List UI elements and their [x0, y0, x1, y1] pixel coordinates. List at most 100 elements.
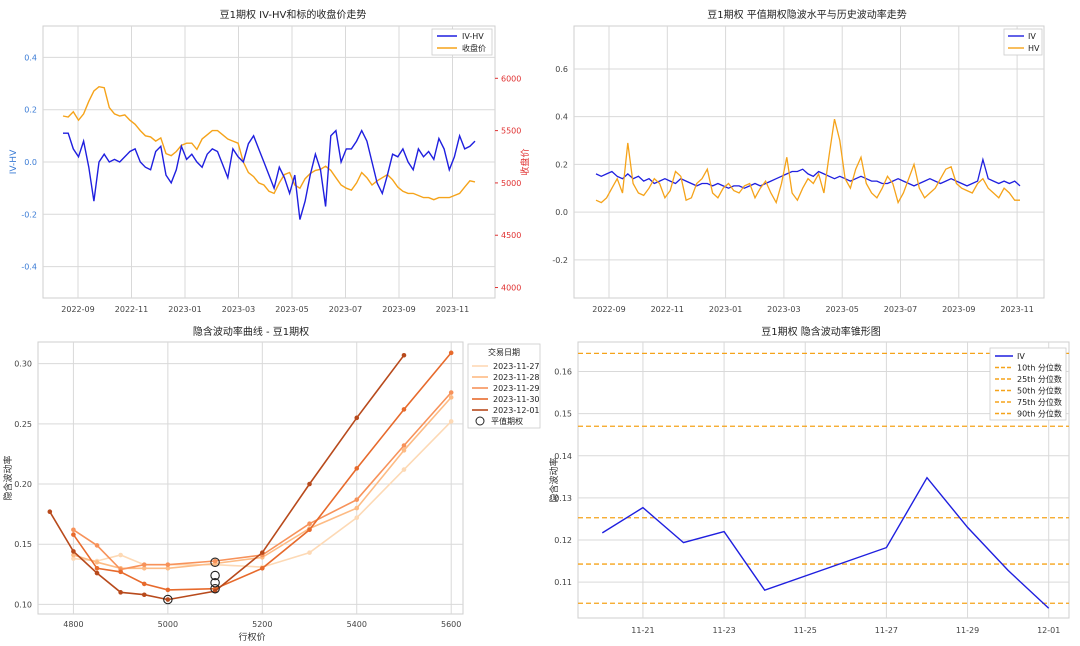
chart4-iv-line	[601, 476, 1050, 609]
chart3-point	[94, 543, 100, 548]
chart2-x-tick: 2023-09	[942, 305, 975, 314]
chart2-title: 豆1期权 平值期权隐波水平与历史波动率走势	[707, 8, 907, 21]
chart1-right-tick: 4000	[501, 284, 521, 293]
chart1-title: 豆1期权 IV-HV和标的收盘价走势	[220, 8, 367, 21]
chart2-x-tick: 2022-09	[592, 305, 625, 314]
chart4-y-ticks: 0.11 0.12 0.13 0.14 0.15 0.16	[554, 367, 572, 587]
chart3-legend-item: 2023-11-29	[493, 384, 540, 393]
chart1-left-tick: 0.4	[24, 53, 37, 62]
chart4-x-tick: 11-27	[875, 626, 898, 635]
chart3-point	[212, 558, 218, 564]
chart-iv-cone: 豆1期权 隐含波动率锥形图 11-21 11-23 11-25 11-27 11-29 1…	[548, 325, 1070, 635]
chart1-ivhv-line	[63, 129, 476, 220]
chart2-grid	[574, 26, 1044, 298]
chart2-legend-iv: IV	[1028, 32, 1036, 41]
chart3-legend-item: 2023-12-01	[493, 406, 540, 415]
chart2-iv-line	[595, 157, 1021, 189]
chart1-legend-ivhv: IV-HV	[462, 32, 484, 41]
chart3-legend-items: 2023-11-27 2023-11-28 2023-11-29 2023-11-30…	[472, 362, 540, 415]
chart4-legend-item: 50th 分位数	[1017, 386, 1062, 396]
chart2-x-tick: 2022-11	[651, 305, 684, 314]
chart3-point	[71, 556, 76, 561]
chart3-frame	[37, 341, 464, 615]
chart3-point	[401, 407, 407, 412]
chart1-grid	[43, 26, 495, 298]
chart3-point	[71, 549, 76, 554]
chart3-point	[401, 448, 407, 453]
chart3-legend: 交易日期 2023-11-272023-11-282023-11-292023-…	[467, 343, 541, 429]
chart3-point	[71, 527, 76, 533]
chart3-atm-marker	[210, 583, 220, 594]
chart3-xlabel: 行权价	[238, 631, 265, 643]
chart4-x-tick: 11-21	[631, 626, 654, 635]
chart3-point	[448, 390, 454, 395]
chart3-y-tick: 0.30	[14, 360, 32, 369]
chart3-x-tick: 5200	[252, 620, 272, 629]
chart1-x-tick: 2023-11	[436, 305, 469, 314]
chart2-y-tick: 0.0	[555, 208, 568, 217]
chart3-point	[141, 562, 147, 567]
chart1-x-tick: 2023-05	[275, 305, 308, 314]
chart4-x-tick: 11-29	[956, 626, 979, 635]
chart1-right-label: 收盘价	[519, 148, 531, 175]
chart1-x-tick: 2022-09	[61, 305, 94, 314]
chart4-y-tick: 0.15	[554, 410, 572, 419]
chart3-y-tick: 0.10	[14, 600, 32, 609]
chart1-x-tick: 2023-07	[329, 305, 362, 314]
chart3-point	[141, 565, 147, 571]
chart3-point	[354, 415, 360, 421]
chart4-y-tick: 0.14	[554, 452, 572, 461]
chart3-point	[165, 565, 171, 571]
chart4-x-ticks: 11-21 11-23 11-25 11-27 11-29 12-01	[631, 626, 1060, 635]
chart-iv-hv: 豆1期权 平值期权隐波水平与历史波动率走势 2022-09 2022-11 2023…	[552, 8, 1045, 314]
chart4-legend-item: 75th 分位数	[1017, 397, 1062, 407]
chart4-percentile-lines	[578, 352, 1069, 604]
chart4-title: 豆1期权 隐含波动率锥形图	[761, 325, 881, 338]
chart3-point	[307, 527, 312, 533]
chart2-legend-hv: HV	[1028, 44, 1040, 53]
chart4-y-tick: 0.16	[554, 367, 572, 376]
chart2-y-tick: 0.6	[555, 65, 568, 74]
chart4-x-tick: 11-25	[794, 626, 817, 635]
chart3-point	[260, 550, 265, 555]
chart4-frame	[577, 341, 1070, 619]
chart4-legend-item: 90th 分位数	[1017, 409, 1062, 419]
chart4-y-tick: 0.13	[554, 494, 572, 503]
chart3-point	[354, 466, 360, 471]
chart3-point	[448, 395, 454, 400]
chart3-point	[354, 515, 360, 521]
chart2-frame	[573, 25, 1045, 299]
chart3-point	[94, 559, 100, 565]
chart3-legend-atm: 平值期权	[491, 416, 523, 426]
chart3-series	[47, 350, 454, 602]
chart1-x-tick: 2023-09	[382, 305, 415, 314]
chart3-x-ticks: 4800 5000 5200 5400 5600	[63, 620, 461, 629]
chart1-right-ticks: 6000 5500 5000 4500 4000	[495, 74, 521, 293]
chart1-left-tick: 0.2	[24, 106, 37, 115]
chart4-legend-item: IV	[1017, 352, 1025, 361]
chart3-point	[260, 565, 265, 571]
chart3-point	[354, 505, 360, 511]
chart4-y-tick: 0.12	[554, 536, 572, 545]
chart2-x-tick: 2023-07	[884, 305, 917, 314]
chart2-x-tick: 2023-01	[709, 305, 742, 314]
chart2-y-tick: -0.2	[552, 256, 568, 265]
chart3-point	[448, 350, 454, 356]
chart3-title: 隐含波动率曲线 - 豆1期权	[193, 325, 309, 338]
chart-iv-smile: 隐含波动率曲线 - 豆1期权 4800 5000 5200 5400 5600 0.10…	[2, 325, 541, 643]
chart3-atm-marker	[210, 557, 220, 567]
chart4-grid	[578, 342, 1069, 618]
chart3-y-ticks: 0.10 0.15 0.20 0.25 0.30	[14, 360, 32, 610]
chart2-x-ticks: 2022-09 2022-11 2023-01 2023-03 2023-05 2023-…	[592, 305, 1034, 314]
chart3-legend-title: 交易日期	[488, 347, 520, 357]
chart3-point	[401, 443, 407, 448]
chart3-point	[307, 521, 312, 527]
chart3-point	[118, 552, 123, 558]
chart3-legend-item: 2023-11-28	[493, 373, 540, 382]
chart1-left-label: IV-HV	[9, 149, 19, 174]
chart3-y-tick: 0.25	[14, 420, 32, 429]
chart3-point	[47, 509, 53, 514]
chart1-left-tick: 0.0	[24, 158, 37, 167]
